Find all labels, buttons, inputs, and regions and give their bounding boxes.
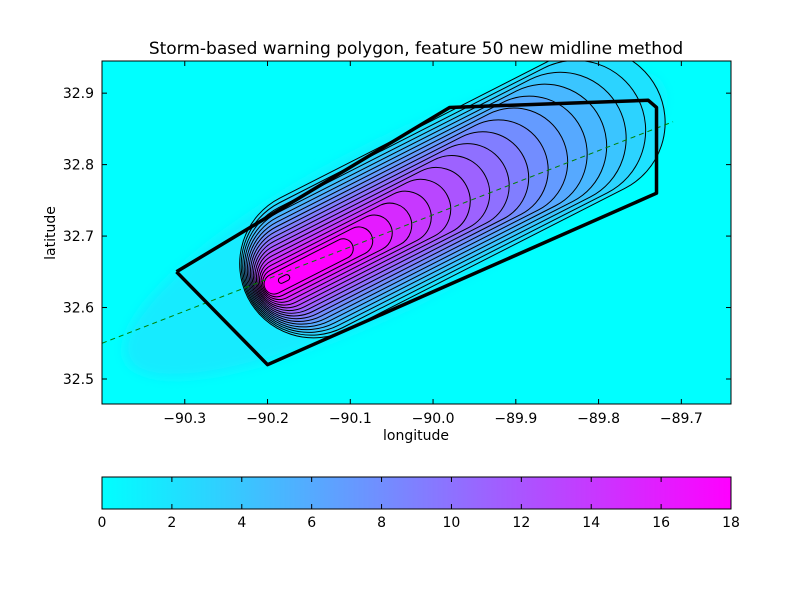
x-tick-label: −90.3 xyxy=(163,411,206,427)
x-axis-label: longitude xyxy=(383,428,449,444)
x-tick-label: −89.8 xyxy=(577,411,620,427)
field-heatmap xyxy=(124,61,666,378)
y-axis-label: latitude xyxy=(43,206,59,260)
contour-line xyxy=(257,190,432,306)
colorbar-tick-label: 12 xyxy=(512,515,530,531)
contour-line xyxy=(260,214,393,301)
contour-line xyxy=(242,71,627,333)
chart-title: Storm-based warning polygon, feature 50 … xyxy=(149,39,683,59)
y-axis: 32.5 32.6 32.7 32.8 32.9 xyxy=(63,86,731,388)
plot-frame xyxy=(101,60,732,405)
y-tick-label: 32.8 xyxy=(63,158,94,174)
colorbar xyxy=(101,476,732,510)
x-tick-label: −90.0 xyxy=(412,411,455,427)
warning-polygon xyxy=(175,98,659,367)
contour-line xyxy=(259,202,413,303)
x-tick-label: −90.1 xyxy=(329,411,372,427)
x-tick-label: −89.7 xyxy=(660,411,703,427)
colorbar-tick-label: 2 xyxy=(167,515,176,531)
colorbar-tick-label: 14 xyxy=(582,515,600,531)
contour-line xyxy=(249,131,530,320)
midline xyxy=(102,121,674,344)
x-axis: −90.3 −90.2 −90.1 −90.0 −89.9 −89.8 −89.7 xyxy=(163,61,703,427)
colorbar-tick-label: 6 xyxy=(307,515,316,531)
x-tick-label: −90.2 xyxy=(246,411,289,427)
colorbar-tick-label: 0 xyxy=(98,515,107,531)
contour-line xyxy=(263,238,354,295)
colorbar-tick-label: 10 xyxy=(443,515,461,531)
contour-line xyxy=(251,143,510,317)
y-tick-label: 32.7 xyxy=(63,229,94,245)
colorbar-axis: 0 2 4 6 8 10 12 14 16 18 xyxy=(98,477,740,531)
contour-peak xyxy=(277,274,291,284)
contour-line xyxy=(262,226,374,298)
y-tick-label: 32.5 xyxy=(63,372,94,388)
colorbar-tick-label: 4 xyxy=(237,515,246,531)
field-band xyxy=(264,238,354,295)
colorbar-tick-label: 8 xyxy=(377,515,386,531)
colorbar-tick-label: 18 xyxy=(722,515,740,531)
colorbar-tick-label: 16 xyxy=(652,515,670,531)
contour-line xyxy=(240,61,647,336)
y-tick-label: 32.6 xyxy=(63,301,94,317)
x-tick-label: −89.9 xyxy=(494,411,537,427)
contour-line xyxy=(243,83,608,331)
contour-line xyxy=(252,155,491,314)
contour-line xyxy=(255,178,452,309)
y-tick-label: 32.9 xyxy=(63,86,94,102)
contour-line xyxy=(254,166,471,311)
plot-area xyxy=(102,61,731,404)
contour-line xyxy=(245,95,588,328)
contour-line xyxy=(248,119,549,322)
contour-line xyxy=(246,107,569,325)
